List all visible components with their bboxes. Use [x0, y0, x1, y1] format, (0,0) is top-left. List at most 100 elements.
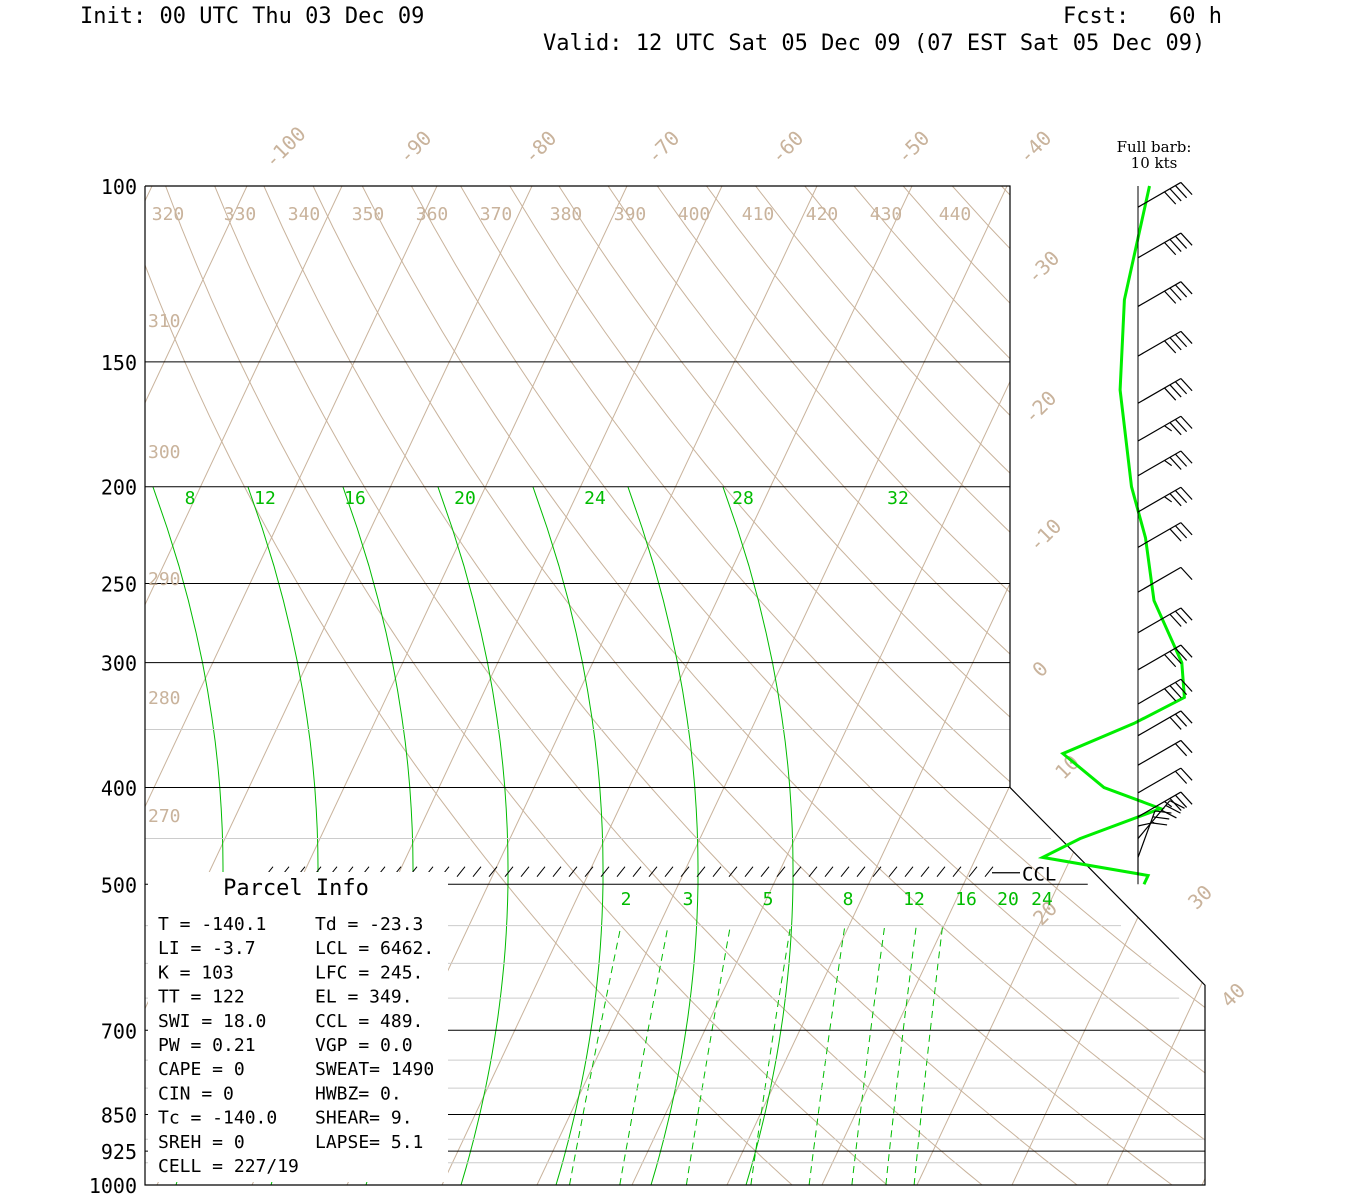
level-hatch	[568, 866, 578, 878]
mixing-ratio-label: 5	[763, 889, 774, 910]
theta-label: 320	[152, 204, 185, 225]
wind-barb	[1137, 566, 1193, 593]
wind-barb	[1137, 181, 1193, 208]
isotherm-label: -50	[892, 126, 935, 169]
theta-labels: 320 330 340 350 360 370 380 390 400 410 420 430 440 3…	[148, 204, 971, 827]
pressure-tick-label: 850	[101, 1103, 137, 1127]
isotherm-label: -70	[642, 126, 685, 169]
parcel-info-right: SHEAR= 9.	[315, 1108, 413, 1129]
isotherm-label: -80	[519, 126, 562, 169]
parcel-info-left: PW = 0.21	[158, 1035, 256, 1056]
parcel-info-left: K = 103	[158, 962, 234, 983]
wind-barb	[1137, 281, 1193, 307]
parcel-info-right: HWBZ= 0.	[315, 1083, 402, 1104]
mixing-ratio-label: 28	[732, 488, 754, 509]
parcel-info-left: LI = -3.7	[158, 938, 256, 959]
mixing-ratio-line	[808, 925, 846, 1185]
parcel-info-title: Parcel Info	[223, 876, 369, 901]
parcel-info-right: Td = -23.3	[315, 914, 423, 935]
mixing-ratio-label: 8	[843, 889, 854, 910]
pressure-tick-label: 250	[101, 573, 137, 597]
parcel-info-left: T = -140.1	[158, 914, 266, 935]
parcel-info: Parcel Info T = -140.1 Td = -23.3 LI = -3.7…	[148, 872, 448, 1182]
dry-adiabat-line	[1148, 186, 1205, 1185]
wind-barb	[1137, 607, 1193, 634]
wind-barb	[1137, 791, 1193, 818]
level-hatch	[904, 866, 914, 878]
mixing-ratio-line	[885, 925, 917, 1185]
wind-barbs	[1137, 181, 1193, 885]
dry-adiabat-line	[1099, 186, 1205, 1185]
dry-adiabat-line	[460, 186, 1205, 1185]
forecast-hour: Fcst: 60 h	[1063, 4, 1222, 29]
level-hatch	[968, 866, 978, 878]
mixing-ratio-line	[569, 925, 622, 1185]
isotherm-line	[441, 186, 913, 1185]
isotherm-label: 30	[1183, 880, 1217, 914]
dry-adiabat-line	[951, 186, 1205, 1185]
theta-label: 310	[148, 311, 181, 332]
dry-adiabat-line	[1050, 186, 1205, 1185]
level-hatch	[584, 866, 594, 878]
dry-adiabat-line	[656, 186, 1205, 1185]
moist-adiabat-line	[39, 487, 109, 1185]
level-hatch	[600, 866, 610, 878]
theta-label: 280	[148, 688, 181, 709]
theta-label: 350	[352, 204, 385, 225]
mixing-ratio-label: 24	[584, 488, 606, 509]
isotherm-label: -40	[1014, 126, 1057, 169]
mixing-ratio-label: 12	[254, 488, 276, 509]
theta-label: 440	[939, 204, 972, 225]
dry-adiabat-line	[1001, 186, 1205, 1185]
mixing-ratio-label: 24	[1031, 889, 1053, 910]
isotherm-line	[145, 186, 438, 1185]
pressure-tick-label: 100	[101, 175, 137, 199]
wind-barb	[1137, 678, 1193, 705]
barb-legend-text: 10 kts	[1131, 154, 1178, 172]
isotherm-line	[145, 186, 533, 1185]
level-hatch	[984, 866, 994, 878]
profile-line	[1037, 185, 1186, 885]
wind-barb	[1137, 767, 1193, 794]
isotherm-line	[145, 186, 248, 1185]
theta-label: 400	[678, 204, 711, 225]
moist-adiabat-line	[722, 486, 794, 1185]
theta-label: 410	[742, 204, 775, 225]
pressure-tick-label: 925	[101, 1140, 137, 1164]
mixing-ratio-line	[913, 925, 944, 1185]
parcel-info-left: SREH = 0	[158, 1132, 245, 1153]
isotherm-line	[821, 186, 1205, 1185]
theta-label: 300	[148, 442, 181, 463]
level-hatch	[776, 866, 786, 878]
parcel-info-left: TT = 122	[158, 987, 245, 1008]
level-hatch	[648, 866, 658, 878]
theta-label: 380	[550, 204, 583, 225]
theta-label: 330	[224, 204, 257, 225]
parcel-info-left: CELL = 227/19	[158, 1156, 299, 1177]
parcel-info-right: LFC = 245.	[315, 962, 423, 983]
pressure-tick-label: 400	[101, 776, 137, 800]
level-hatch	[760, 866, 770, 878]
theta-label: 360	[416, 204, 449, 225]
wind-barb	[1137, 232, 1193, 259]
pressure-axis: 100 150 200 250 300 400 500 700 850 925 1000	[89, 175, 137, 1198]
pressure-tick-label: 150	[101, 351, 137, 375]
wind-barb	[1137, 415, 1193, 442]
parcel-info-left: CAPE = 0	[158, 1059, 245, 1080]
isotherm-label: -10	[1024, 514, 1067, 557]
mixing-ratio-label: 3	[683, 889, 694, 910]
isotherm-label: -20	[1019, 386, 1062, 429]
isotherm-line	[1011, 186, 1205, 1185]
dry-adiabat-line	[755, 186, 1205, 1185]
parcel-info-left: Tc = -140.0	[158, 1108, 277, 1129]
isotherm-label: 40	[1216, 978, 1250, 1012]
dry-adiabat-line	[558, 186, 1205, 1185]
level-hatch	[856, 866, 866, 878]
mixing-ratio-label: 16	[955, 889, 977, 910]
isotherm-line	[916, 186, 1205, 1185]
level-hatch	[680, 866, 690, 878]
level-hatch	[744, 866, 754, 878]
level-hatch	[520, 866, 530, 878]
theta-label: 420	[806, 204, 839, 225]
dry-adiabat-line	[607, 186, 1205, 1185]
